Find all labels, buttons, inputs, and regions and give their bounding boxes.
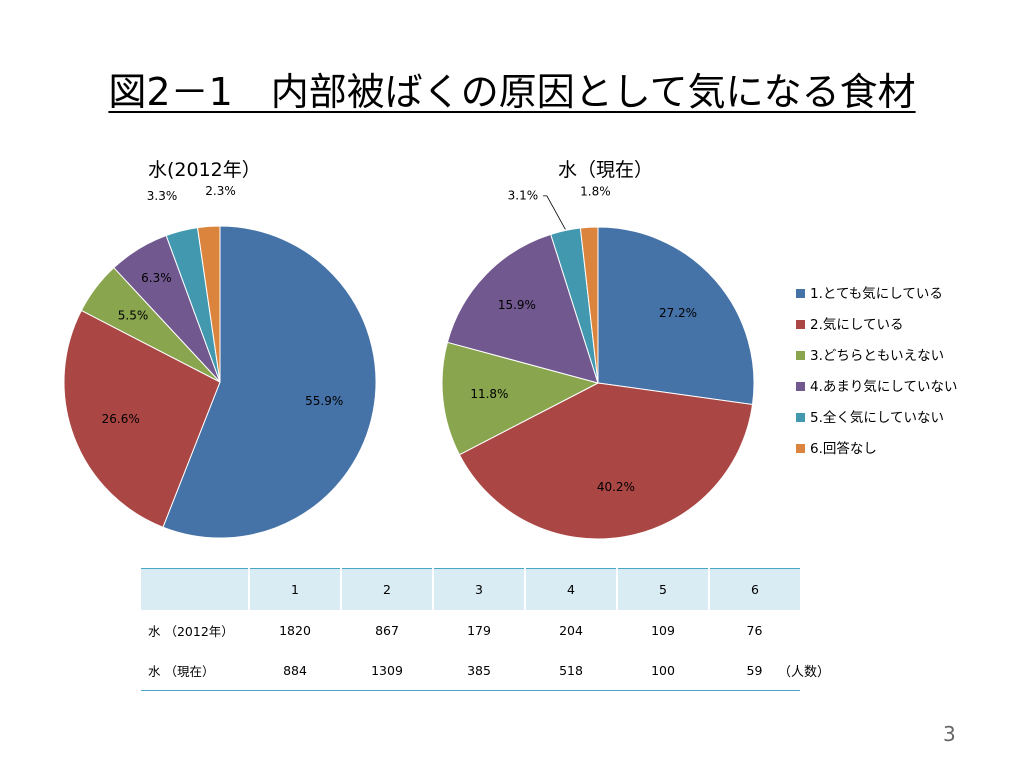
- table-cell: 59: [746, 662, 763, 678]
- pie-1-slice-4: [446, 233, 599, 384]
- pie-0-slice-6: [196, 225, 221, 383]
- table-cell: 204: [559, 622, 583, 638]
- legend-swatch-4: [796, 382, 805, 391]
- unit-note: （人数）: [778, 665, 831, 680]
- slide-title: 図2－1 内部被ばくの原因として気になる食材: [0, 68, 1024, 116]
- pie-0-label-1: 55.9%: [305, 394, 343, 408]
- pie-1-label-2: 40.2%: [597, 480, 635, 494]
- table-row: 水 （現在） 884 1309 385 518 100 59: [141, 650, 800, 691]
- chart-legend: 1.とても気にしている 2.気にしている 3.どちらともいえない 4.あまり気にしてい…: [796, 284, 957, 470]
- pie-chart-2012-title: 水(2012年）: [148, 159, 261, 181]
- pie-0-label-4: 6.3%: [141, 271, 172, 285]
- pie-chart-2012: 55.9% 26.6% 5.5% 6.3% 3.3% 2.3%: [63, 184, 377, 539]
- table-cell: 867: [375, 622, 399, 638]
- legend-swatch-2: [796, 320, 805, 329]
- table-header-corner: [141, 568, 249, 610]
- table-cell: 385: [467, 662, 491, 678]
- table-cell: 518: [559, 662, 583, 678]
- table-cell: 1309: [371, 662, 403, 678]
- legend-label-4: 4.あまり気にしていない: [810, 379, 958, 395]
- table-cell: 109: [651, 622, 675, 638]
- table-cell: 179: [467, 622, 491, 638]
- table-row-label: 水 （現在）: [148, 663, 215, 679]
- pie-chart-current-title: 水（現在）: [558, 159, 654, 181]
- legend-swatch-5: [796, 413, 805, 422]
- pie-1-label-1: 27.2%: [659, 306, 697, 320]
- table-header-1: 1: [248, 568, 341, 610]
- table-header-2: 2: [340, 568, 433, 610]
- pie-1-label-3: 11.8%: [470, 387, 508, 401]
- pie-1-label-5: 3.1%: [508, 188, 539, 202]
- table-cell: 76: [746, 622, 763, 638]
- legend-item-1: 1.とても気にしている: [796, 284, 957, 315]
- table-header-6: 6: [708, 568, 800, 610]
- pie-1-label-6: 1.8%: [580, 185, 611, 199]
- legend-swatch-1: [796, 289, 805, 298]
- pie-1-slice-3: [441, 341, 600, 456]
- legend-label-6: 6.回答なし: [810, 441, 877, 457]
- legend-label-1: 1.とても気にしている: [810, 286, 943, 302]
- legend-label-3: 3.どちらともいえない: [810, 348, 945, 364]
- pie-0-label-5: 3.3%: [147, 189, 178, 203]
- pie-0-label-2: 26.6%: [102, 412, 140, 426]
- legend-label-2: 2.気にしている: [810, 317, 904, 333]
- pie-charts: 55.9% 26.6% 5.5% 6.3% 3.3% 2.3% 27.2% 40.2% 11.…: [63, 184, 755, 540]
- table-header-4: 4: [524, 568, 617, 610]
- legend-item-6: 6.回答なし: [796, 439, 957, 470]
- table-row-label: 水 （2012年）: [148, 623, 234, 639]
- table-cell: 1820: [279, 622, 311, 638]
- legend-item-3: 3.どちらともいえない: [796, 346, 957, 377]
- legend-swatch-6: [796, 444, 805, 453]
- table-header-3: 3: [432, 568, 525, 610]
- table-header-5: 5: [616, 568, 709, 610]
- pie-1-label-4: 15.9%: [498, 298, 536, 312]
- legend-swatch-3: [796, 351, 805, 360]
- legend-item-2: 2.気にしている: [796, 315, 957, 346]
- pie-0-label-6: 2.3%: [205, 184, 236, 198]
- pie-0-label-3: 5.5%: [118, 309, 149, 323]
- legend-item-4: 4.あまり気にしていない: [796, 377, 957, 408]
- pie-0-slice-1: [162, 225, 377, 539]
- pie-1-slice-6: [579, 226, 599, 384]
- legend-label-5: 5.全く気にしていない: [810, 410, 944, 426]
- table-row: 水 （2012年） 1820 867 179 204 109 76: [141, 610, 800, 650]
- pie-chart-current: 27.2% 40.2% 11.8% 15.9% 3.1% 1.8%: [441, 185, 755, 540]
- pie-0-slice-2: [63, 309, 221, 528]
- pie-1-slice-2: [458, 382, 754, 540]
- legend-item-5: 5.全く気にしていない: [796, 408, 957, 439]
- table-cell: 884: [283, 662, 307, 678]
- table-cell: 100: [651, 662, 675, 678]
- page-number: 3: [943, 722, 956, 746]
- pie-1-leader-line-5: [542, 195, 566, 230]
- slide-title-text: 図2－1 内部被ばくの原因として気になる食材: [108, 70, 916, 114]
- pie-1-slice-1: [597, 226, 755, 406]
